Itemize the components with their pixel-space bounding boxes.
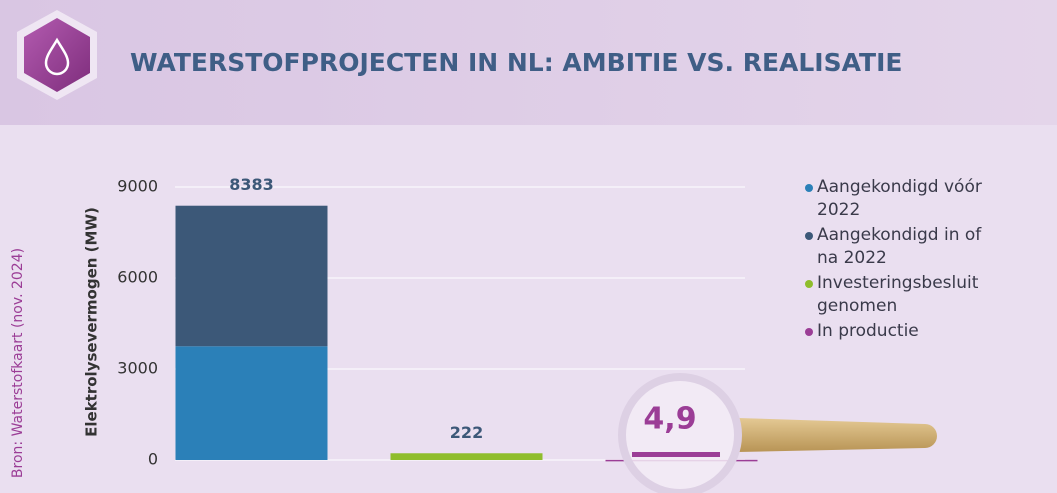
y-tick-label: 0 — [148, 450, 158, 469]
legend-label: Aangekondigd in of na 2022 — [817, 225, 981, 268]
y-axis-label: Elektrolysevermogen (MW) — [83, 207, 101, 437]
legend-item: Investeringsbesluit genomen — [803, 272, 1003, 318]
chart-title: WATERSTOFPROJECTEN IN NL: AMBITIE VS. RE… — [130, 48, 902, 77]
total-label: 4,9 — [643, 402, 696, 437]
bar — [391, 453, 543, 460]
magnifier-handle — [738, 418, 937, 452]
legend-item: Aangekondigd in of na 2022 — [803, 224, 1003, 270]
y-tick-label: 9000 — [117, 177, 158, 196]
page: WATERSTOFPROJECTEN IN NL: AMBITIE VS. RE… — [0, 0, 1057, 493]
legend-swatch — [805, 184, 813, 192]
total-label: 222 — [450, 423, 483, 442]
total-label: 8383 — [229, 175, 274, 194]
bar — [176, 206, 328, 347]
magnified-bar — [632, 452, 720, 457]
magnifier: 4,9 — [622, 377, 937, 493]
legend-item: In productie — [803, 320, 1003, 343]
y-tick-label: 6000 — [117, 268, 158, 287]
legend-item: Aangekondigd vóór 2022 — [803, 176, 1003, 222]
bar — [176, 346, 328, 460]
source: Bron: Waterstofkaart (nov. 2024) — [10, 248, 26, 478]
legend: Aangekondigd vóór 2022 Aangekondigd in of… — [803, 176, 1003, 345]
legend-swatch — [805, 280, 813, 288]
legend-label: Investeringsbesluit genomen — [817, 273, 978, 316]
legend-swatch — [805, 328, 813, 336]
y-tick-label: 3000 — [117, 359, 158, 378]
legend-label: Aangekondigd vóór 2022 — [817, 177, 982, 220]
legend-label: In productie — [817, 321, 919, 341]
legend-swatch — [805, 232, 813, 240]
